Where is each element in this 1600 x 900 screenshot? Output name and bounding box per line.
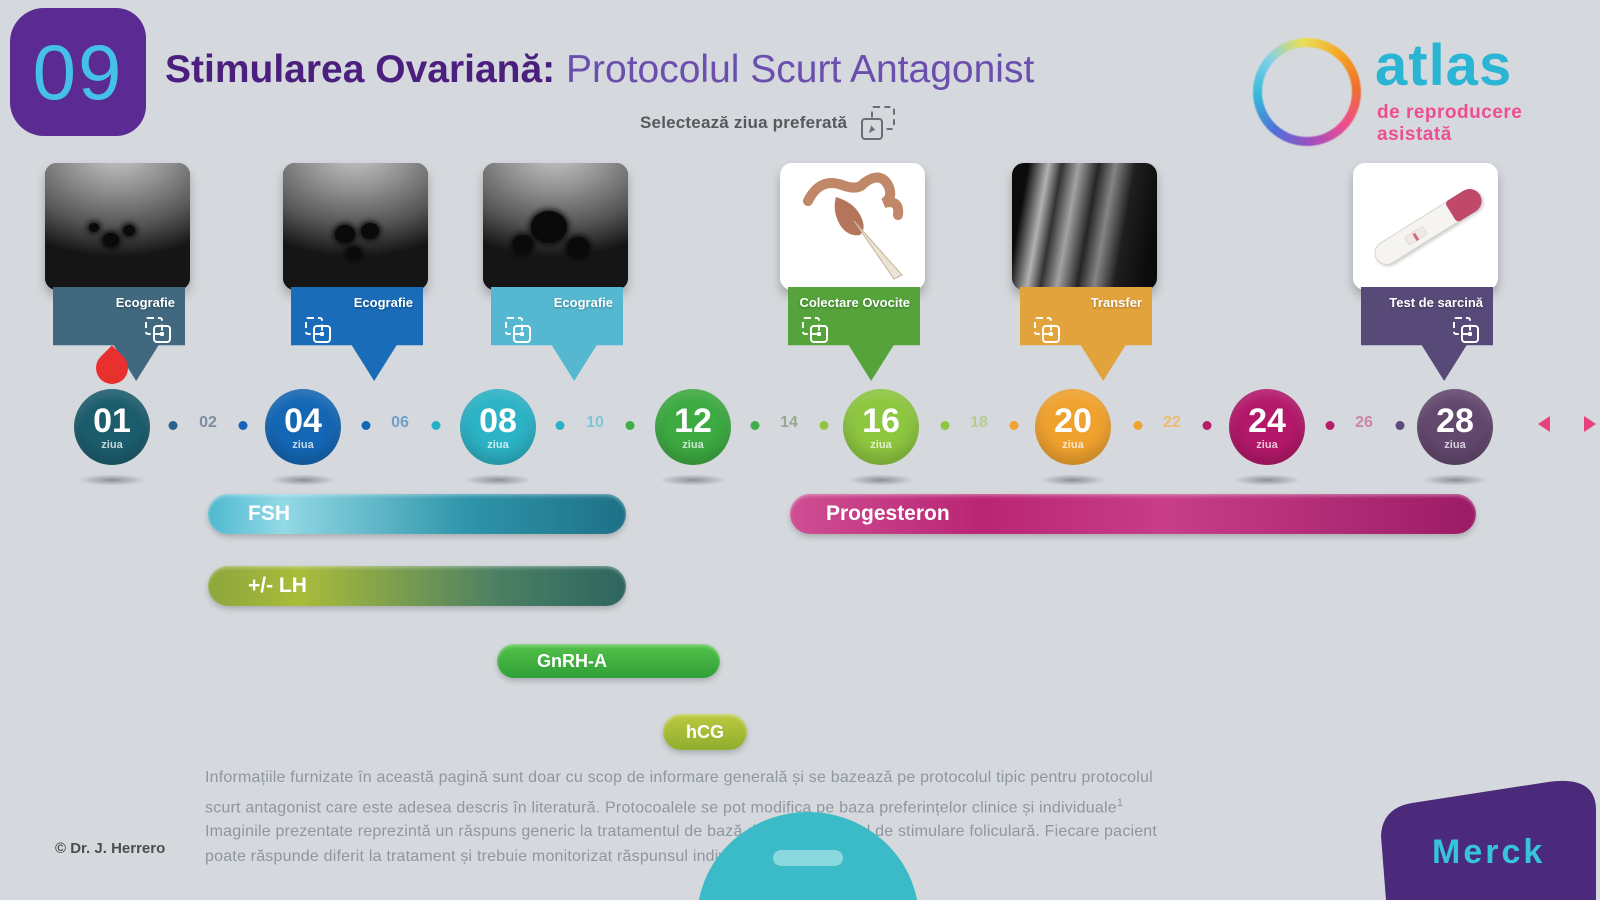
atlas-ring-icon: [1253, 38, 1361, 146]
day-marker-22[interactable]: 22: [1163, 414, 1181, 431]
copy-select-icon: [1453, 317, 1479, 343]
atlas-wordmark: atlas: [1375, 33, 1513, 98]
day-marker-06[interactable]: 06: [391, 414, 409, 431]
bar-hcg: hCG: [663, 714, 747, 750]
card-test-de-sarcina[interactable]: Test de sarcină: [1353, 163, 1498, 381]
day-shadow: [1219, 472, 1315, 488]
card-colectare-ovocite[interactable]: Colectare Ovocite: [780, 163, 925, 381]
disclaimer-text: Informațiile furnizate în această pagină…: [205, 769, 1158, 865]
subtitle-row: Selectează ziua preferată: [640, 106, 896, 140]
day-marker-02[interactable]: 02: [199, 414, 217, 431]
card-ecografie-1[interactable]: Ecografie: [45, 163, 190, 381]
timeline-dot: [625, 421, 635, 430]
day-marker-10[interactable]: 10: [586, 414, 604, 431]
card-transfer[interactable]: Transfer: [1012, 163, 1157, 381]
copy-select-icon: [802, 317, 828, 343]
timeline-dot: [555, 421, 565, 430]
copy-select-icon: [145, 317, 171, 343]
bar-progesteron: Progesteron: [790, 494, 1476, 534]
day-circle-12[interactable]: 12 ziua: [655, 389, 731, 465]
copy-select-icon: [1034, 317, 1060, 343]
timeline-dot: [819, 421, 829, 430]
day-marker-14[interactable]: 14: [780, 414, 798, 431]
merck-wordmark: Merck: [1432, 833, 1545, 871]
timeline-dot: [361, 421, 371, 430]
ultrasound-image: [483, 163, 628, 290]
timeline-dot: [431, 421, 441, 430]
bar-gnrh-a: GnRH-A: [497, 644, 720, 678]
card-banner: Transfer: [1020, 287, 1152, 381]
page-title-emphasis: Stimularea Ovariană:: [165, 48, 556, 91]
day-shadow: [1025, 472, 1121, 488]
timeline-dot: [1009, 421, 1019, 430]
card-banner: Colectare Ovocite: [788, 287, 920, 381]
day-circle-08[interactable]: 08 ziua: [460, 389, 536, 465]
timeline-dot: [750, 421, 760, 430]
day-circle-16[interactable]: 16 ziua: [843, 389, 919, 465]
timeline-next-arrow[interactable]: [1584, 416, 1596, 432]
subtitle-label: Selectează ziua preferată: [640, 113, 848, 132]
page-title: Stimularea Ovariană: Protocolul Scurt An…: [165, 48, 1034, 92]
day-marker-26[interactable]: 26: [1355, 414, 1373, 431]
card-ecografie-3[interactable]: Ecografie: [483, 163, 628, 381]
pregnancy-test-image: [1353, 163, 1498, 290]
day-circle-24[interactable]: 24 ziua: [1229, 389, 1305, 465]
card-banner: Ecografie: [291, 287, 423, 381]
day-shadow: [645, 472, 741, 488]
timeline-prev-arrow[interactable]: [1538, 416, 1550, 432]
timeline-dot: [1325, 421, 1335, 430]
card-banner: Ecografie: [491, 287, 623, 381]
copy-select-icon: [305, 317, 331, 343]
copy-select-icon: [505, 317, 531, 343]
timeline-dot: [1133, 421, 1143, 430]
footnote-mark: 1: [1116, 796, 1124, 809]
day-circle-20[interactable]: 20 ziua: [1035, 389, 1111, 465]
timeline-dot: [940, 421, 950, 430]
select-day-icon: [861, 106, 896, 140]
transfer-ultrasound-image: [1012, 163, 1157, 290]
ultrasound-image: [283, 163, 428, 290]
atlas-tagline: de reproducere asistată: [1377, 102, 1523, 145]
slide-number-badge: 09: [10, 8, 146, 136]
day-marker-18[interactable]: 18: [970, 414, 988, 431]
timeline-dot: [168, 421, 178, 430]
day-circle-04[interactable]: 04 ziua: [265, 389, 341, 465]
card-ecografie-2[interactable]: Ecografie: [283, 163, 428, 381]
day-shadow: [255, 472, 351, 488]
day-shadow: [1407, 472, 1503, 488]
timeline-dot: [238, 421, 248, 430]
card-banner: Test de sarcină: [1361, 287, 1493, 381]
day-shadow: [450, 472, 546, 488]
day-shadow: [833, 472, 929, 488]
copyright: © Dr. J. Herrero: [55, 840, 166, 857]
oocyte-collection-illustration: [780, 163, 925, 290]
day-circle-28[interactable]: 28 ziua: [1417, 389, 1493, 465]
bar-lh: +/- LH: [208, 566, 626, 606]
day-circle-01[interactable]: 01 ziua: [74, 389, 150, 465]
merck-logo: Merck: [1381, 780, 1596, 900]
ultrasound-image: [45, 163, 190, 290]
day-shadow: [64, 472, 160, 488]
bar-fsh: FSH: [208, 494, 626, 534]
page-title-rest: Protocolul Scurt Antagonist: [555, 48, 1035, 91]
timeline-dot: [1395, 421, 1405, 430]
slide-number: 09: [32, 27, 124, 116]
timeline-dot: [1202, 421, 1212, 430]
atlas-logo: atlas de reproducere asistată: [1243, 30, 1573, 160]
